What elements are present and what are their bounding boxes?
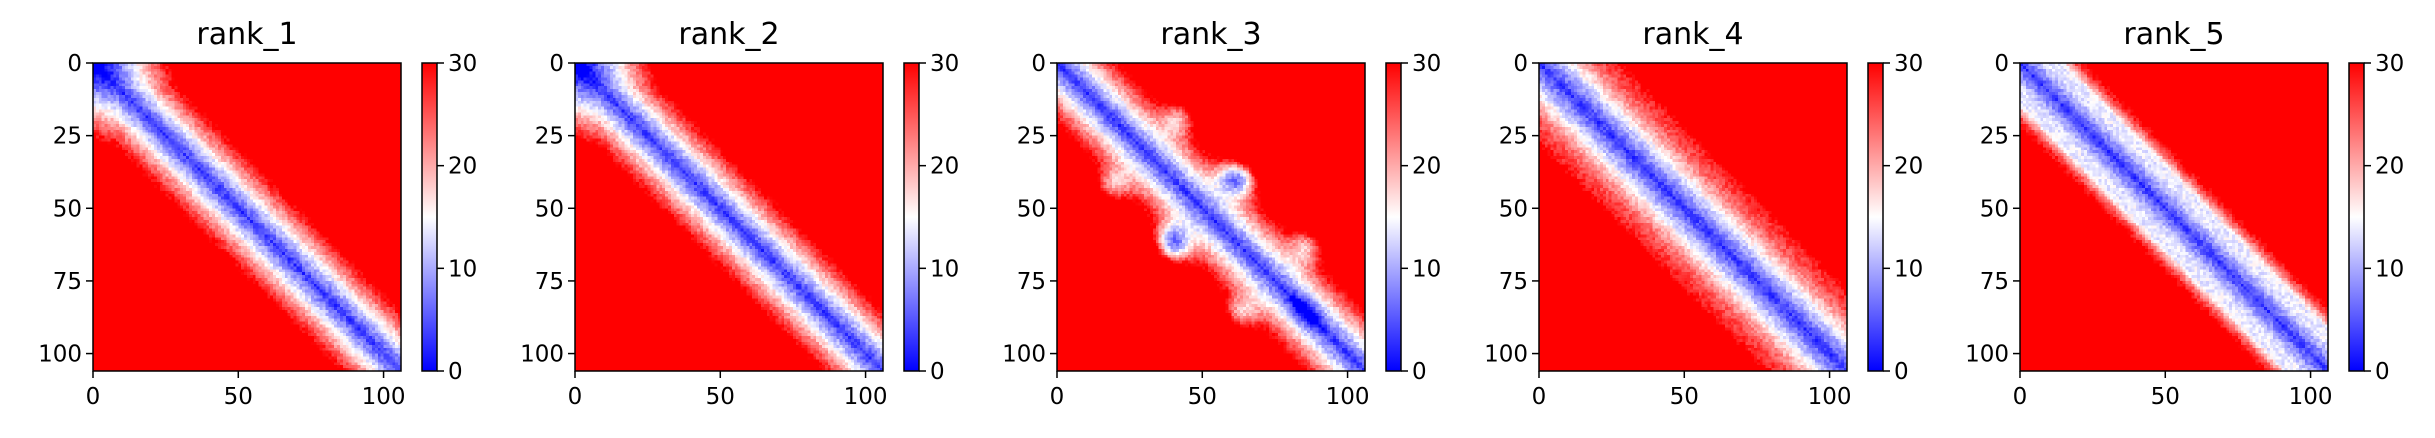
x-tick-label: 50 [706, 384, 735, 410]
colorbar-tick-label: 20 [930, 154, 959, 180]
panel-title: rank_2 [678, 17, 779, 52]
y-tick-label: 50 [1499, 196, 1528, 222]
y-tick-label: 25 [1017, 124, 1046, 150]
x-tick-label: 100 [844, 384, 888, 410]
y-tick-label: 50 [1017, 196, 1046, 222]
y-tick-label: 0 [549, 51, 564, 77]
colorbar-tick-label: 30 [1412, 51, 1441, 77]
colorbar-tick-label: 20 [448, 154, 477, 180]
x-tick-label: 100 [362, 384, 406, 410]
y-tick-label: 0 [1994, 51, 2009, 77]
y-tick-label: 0 [1513, 51, 1528, 77]
y-tick-label: 0 [67, 51, 82, 77]
colorbar-tick-label: 30 [448, 51, 477, 77]
panel-title: rank_5 [2123, 17, 2224, 52]
colorbar-tick-label: 0 [2375, 359, 2390, 385]
plot-frame [92, 62, 402, 372]
x-tick-label: 0 [1532, 384, 1547, 410]
x-tick-label: 100 [1326, 384, 1370, 410]
colorbar-tick-label: 10 [2375, 256, 2404, 282]
y-tick-label: 25 [535, 124, 564, 150]
x-tick-label: 100 [2289, 384, 2333, 410]
colorbar [1385, 62, 1402, 372]
y-tick-label: 100 [520, 342, 564, 368]
colorbar-tick-label: 10 [448, 256, 477, 282]
panel-title: rank_4 [1642, 17, 1743, 52]
colorbar-tick-label: 30 [1894, 51, 1923, 77]
y-tick-label: 25 [1499, 124, 1528, 150]
colorbar-tick-label: 0 [1894, 359, 1909, 385]
colorbar-tick-label: 10 [1894, 256, 1923, 282]
panel-title: rank_3 [1160, 17, 1261, 52]
colorbar [421, 62, 438, 372]
x-tick-label: 50 [1670, 384, 1699, 410]
x-tick-label: 50 [2151, 384, 2180, 410]
colorbar-tick-label: 0 [448, 359, 463, 385]
y-tick-label: 75 [1499, 269, 1528, 295]
plot-frame [1056, 62, 1366, 372]
y-tick-label: 75 [53, 269, 82, 295]
plot-frame [1538, 62, 1848, 372]
colorbar-tick-label: 0 [930, 359, 945, 385]
y-tick-label: 50 [1980, 196, 2009, 222]
y-tick-label: 100 [1002, 342, 1046, 368]
y-tick-label: 75 [1017, 269, 1046, 295]
heatmap-image [1539, 63, 1847, 371]
colorbar-tick-label: 20 [2375, 154, 2404, 180]
heatmap-image [2020, 63, 2328, 371]
colorbar-tick-label: 30 [930, 51, 959, 77]
x-tick-label: 50 [1188, 384, 1217, 410]
y-tick-label: 100 [38, 342, 82, 368]
heatmap-image [1057, 63, 1365, 371]
x-tick-label: 0 [2013, 384, 2028, 410]
colorbar [2348, 62, 2365, 372]
y-tick-label: 100 [1965, 342, 2009, 368]
x-tick-label: 0 [568, 384, 583, 410]
plot-frame [2019, 62, 2329, 372]
colorbar-tick-label: 30 [2375, 51, 2404, 77]
y-tick-label: 75 [535, 269, 564, 295]
y-tick-label: 0 [1031, 51, 1046, 77]
y-tick-label: 25 [53, 124, 82, 150]
y-tick-label: 100 [1484, 342, 1528, 368]
y-tick-label: 75 [1980, 269, 2009, 295]
plot-frame [574, 62, 884, 372]
panel-title: rank_1 [196, 17, 297, 52]
y-tick-label: 25 [1980, 124, 2009, 150]
colorbar-tick-label: 20 [1412, 154, 1441, 180]
colorbar [1867, 62, 1884, 372]
x-tick-label: 100 [1808, 384, 1852, 410]
heatmap-image [93, 63, 401, 371]
colorbar [903, 62, 920, 372]
x-tick-label: 0 [86, 384, 101, 410]
x-tick-label: 0 [1050, 384, 1065, 410]
y-tick-label: 50 [53, 196, 82, 222]
heatmap-image [575, 63, 883, 371]
x-tick-label: 50 [224, 384, 253, 410]
colorbar-tick-label: 20 [1894, 154, 1923, 180]
y-tick-label: 50 [535, 196, 564, 222]
colorbar-tick-label: 0 [1412, 359, 1427, 385]
colorbar-tick-label: 10 [1412, 256, 1441, 282]
colorbar-tick-label: 10 [930, 256, 959, 282]
